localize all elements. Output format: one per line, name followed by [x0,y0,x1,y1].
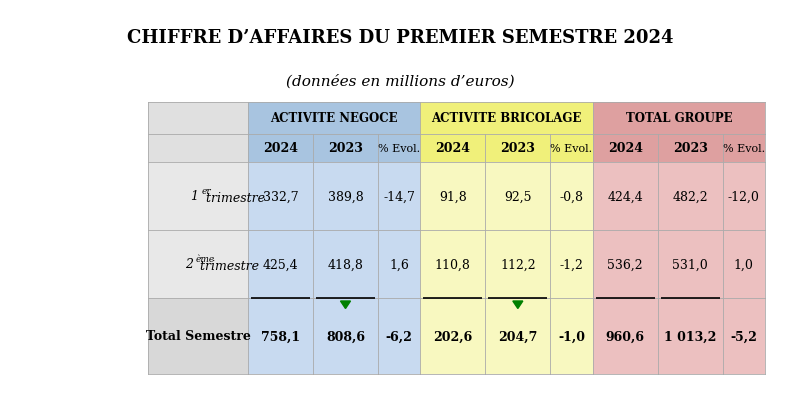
Text: % Evol.: % Evol. [550,144,593,154]
Text: -6,2: -6,2 [386,330,413,343]
Text: ACTIVITE BRICOLAGE: ACTIVITE BRICOLAGE [431,112,582,125]
Polygon shape [341,301,350,309]
Text: % Evol.: % Evol. [378,144,420,154]
Text: 960,6: 960,6 [606,330,645,343]
Text: 2024: 2024 [608,142,642,155]
Text: 2023: 2023 [328,142,363,155]
Text: 536,2: 536,2 [607,258,643,271]
Text: 112,2: 112,2 [500,258,536,271]
Text: 92,5: 92,5 [504,190,531,203]
Text: 2023: 2023 [500,142,535,155]
Text: 110,8: 110,8 [435,258,470,271]
Text: 1: 1 [190,190,198,203]
Text: 1,0: 1,0 [734,258,754,271]
Text: -0,8: -0,8 [559,190,583,203]
Text: TOTAL GROUPE: TOTAL GROUPE [626,112,732,125]
Text: 2023: 2023 [673,142,708,155]
Text: (données en millions d’euros): (données en millions d’euros) [286,74,514,89]
Text: 758,1: 758,1 [261,330,300,343]
Text: 482,2: 482,2 [672,190,708,203]
Text: 91,8: 91,8 [439,190,466,203]
Text: % Evol.: % Evol. [722,144,765,154]
Polygon shape [513,301,523,309]
Text: ème: ème [196,255,215,264]
Text: 2: 2 [185,258,193,271]
Text: 204,7: 204,7 [498,330,538,343]
Text: 389,8: 389,8 [328,190,363,203]
Text: Total Semestre: Total Semestre [146,330,250,343]
Text: 1,6: 1,6 [390,258,409,271]
Text: 418,8: 418,8 [327,258,363,271]
Text: 425,4: 425,4 [262,258,298,271]
Text: CHIFFRE D’AFFAIRES DU PREMIER SEMESTRE 2024: CHIFFRE D’AFFAIRES DU PREMIER SEMESTRE 2… [126,29,674,47]
Text: er: er [202,187,212,196]
Text: 424,4: 424,4 [607,190,643,203]
Text: 202,6: 202,6 [434,330,473,343]
Text: 1 013,2: 1 013,2 [664,330,716,343]
Text: -1,2: -1,2 [559,258,583,271]
Text: -1,0: -1,0 [558,330,585,343]
Text: 531,0: 531,0 [672,258,708,271]
Text: 332,7: 332,7 [262,190,298,203]
Text: -12,0: -12,0 [728,190,760,203]
Text: -5,2: -5,2 [730,330,758,343]
Text: trimestre: trimestre [196,260,259,273]
Text: ACTIVITE NEGOCE: ACTIVITE NEGOCE [270,112,398,125]
Text: -14,7: -14,7 [383,190,415,203]
Text: trimestre: trimestre [202,192,265,205]
Text: 808,6: 808,6 [326,330,365,343]
Text: 2024: 2024 [263,142,298,155]
Text: 2024: 2024 [435,142,470,155]
